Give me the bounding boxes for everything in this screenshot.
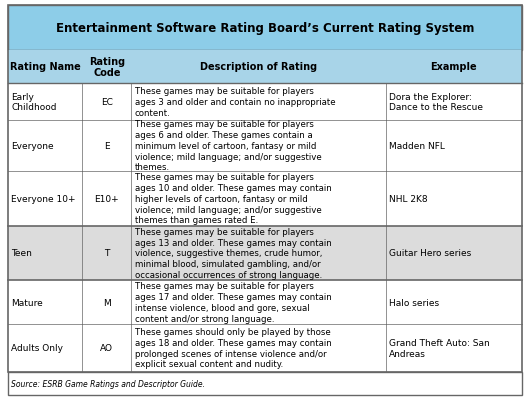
- Text: Dora the Explorer:
Dance to the Rescue: Dora the Explorer: Dance to the Rescue: [389, 93, 483, 112]
- Bar: [8, 6, 522, 51]
- Text: Everyone: Everyone: [11, 142, 54, 151]
- Text: Halo series: Halo series: [389, 298, 439, 307]
- Bar: [8, 372, 522, 395]
- Text: Teen: Teen: [11, 249, 32, 258]
- Text: Rating
Code: Rating Code: [89, 57, 125, 78]
- Text: These games may be suitable for players
ages 10 and older. These games may conta: These games may be suitable for players …: [135, 173, 331, 225]
- Text: Madden NFL: Madden NFL: [389, 142, 445, 151]
- Text: AO: AO: [100, 344, 113, 352]
- Text: Adults Only: Adults Only: [11, 344, 63, 352]
- Text: EC: EC: [101, 98, 113, 107]
- Text: Rating Name: Rating Name: [10, 62, 81, 72]
- Bar: [8, 280, 522, 324]
- Text: These games may be suitable for players
ages 13 and older. These games may conta: These games may be suitable for players …: [135, 227, 331, 279]
- Text: T: T: [104, 249, 110, 258]
- Text: These games may be suitable for players
ages 17 and older. These games may conta: These games may be suitable for players …: [135, 282, 331, 323]
- Text: Mature: Mature: [11, 298, 43, 307]
- Text: Grand Theft Auto: San
Andreas: Grand Theft Auto: San Andreas: [389, 338, 490, 358]
- Text: Source: ESRB Game Ratings and Descriptor Guide.: Source: ESRB Game Ratings and Descriptor…: [11, 379, 205, 388]
- Text: Example: Example: [430, 62, 477, 72]
- Text: These games may be suitable for players
ages 6 and older. These games contain a
: These games may be suitable for players …: [135, 120, 321, 172]
- Text: Description of Rating: Description of Rating: [200, 62, 317, 72]
- Bar: [8, 226, 522, 280]
- Text: Guitar Hero series: Guitar Hero series: [389, 249, 471, 258]
- Text: These games may be suitable for players
ages 3 and older and contain no inapprop: These games may be suitable for players …: [135, 87, 335, 117]
- Bar: [8, 84, 522, 121]
- Bar: [8, 172, 522, 226]
- Text: These games should only be played by those
ages 18 and older. These games may co: These games should only be played by tho…: [135, 327, 331, 369]
- Bar: [8, 51, 522, 84]
- Bar: [8, 324, 522, 372]
- Text: Early
Childhood: Early Childhood: [11, 93, 57, 112]
- Text: E10+: E10+: [94, 194, 119, 203]
- Text: M: M: [103, 298, 111, 307]
- Text: NHL 2K8: NHL 2K8: [389, 194, 428, 203]
- Text: Everyone 10+: Everyone 10+: [11, 194, 76, 203]
- Bar: [8, 121, 522, 172]
- Text: E: E: [104, 142, 110, 151]
- Text: Entertainment Software Rating Board’s Current Rating System: Entertainment Software Rating Board’s Cu…: [56, 22, 474, 35]
